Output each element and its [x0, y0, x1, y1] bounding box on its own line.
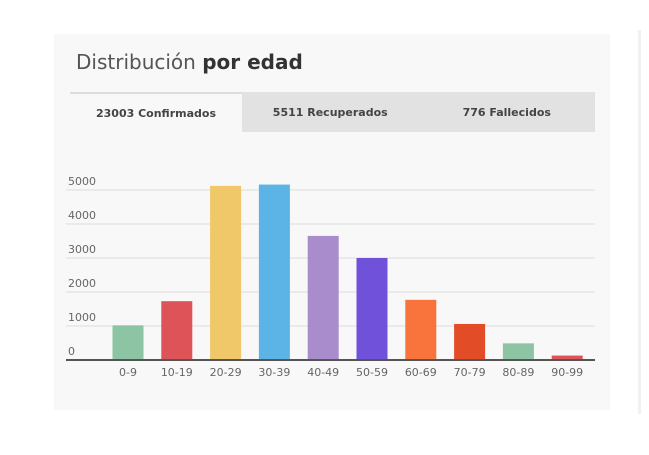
x-tick-label: 40-49: [307, 366, 339, 379]
bar-20-29[interactable]: [210, 185, 242, 360]
bar-30-39[interactable]: [258, 184, 290, 360]
bar-40-49[interactable]: [307, 235, 339, 360]
adjacent-panel-edge: [638, 30, 641, 414]
card-title: Distribución por edad: [76, 50, 303, 74]
title-bold: por edad: [202, 50, 303, 74]
tab-recuperados[interactable]: 5511 Recuperados: [272, 105, 388, 119]
bar-90-99[interactable]: [551, 355, 583, 360]
x-tick-label: 0-9: [119, 366, 137, 379]
bar-70-79[interactable]: [454, 323, 486, 360]
x-tick-label: 10-19: [161, 366, 193, 379]
x-tick-label: 30-39: [258, 366, 290, 379]
x-tick-label: 60-69: [405, 366, 437, 379]
bar-0-9[interactable]: [112, 325, 144, 360]
age-distribution-card: Distribución por edad 23003 Confirmados …: [54, 34, 610, 410]
x-tick-label: 20-29: [210, 366, 242, 379]
x-tick-label: 80-89: [502, 366, 534, 379]
title-light: Distribución: [76, 50, 196, 74]
bar-60-69[interactable]: [405, 299, 437, 360]
bar-10-19[interactable]: [161, 301, 193, 360]
tab-confirmados[interactable]: 23003 Confirmados: [70, 92, 242, 132]
y-tick-label: 1000: [68, 311, 96, 324]
tab-bar: 23003 Confirmados 5511 Recuperados 776 F…: [70, 92, 595, 132]
bar-50-59[interactable]: [356, 258, 388, 360]
x-tick-labels: 0-9 10-19 20-29 30-39 40-49 50-59 60-69 70-79 80…: [119, 366, 583, 379]
bars: [112, 184, 583, 360]
age-bar-chart: 0 1000 2000 3000 4000 5000 0-9 10-19 20-29 30-39…: [66, 175, 595, 379]
y-tick-labels: 0 1000 2000 3000 4000 5000: [68, 175, 96, 358]
y-tick-label: 3000: [68, 243, 96, 256]
bar-80-89[interactable]: [502, 343, 534, 360]
y-tick-label: 0: [68, 345, 75, 358]
x-tick-label: 90-99: [551, 366, 583, 379]
y-tick-label: 4000: [68, 209, 96, 222]
y-tick-label: 5000: [68, 175, 96, 188]
x-tick-label: 70-79: [454, 366, 486, 379]
y-tick-label: 2000: [68, 277, 96, 290]
tab-fallecidos[interactable]: 776 Fallecidos: [462, 105, 551, 119]
x-tick-label: 50-59: [356, 366, 388, 379]
